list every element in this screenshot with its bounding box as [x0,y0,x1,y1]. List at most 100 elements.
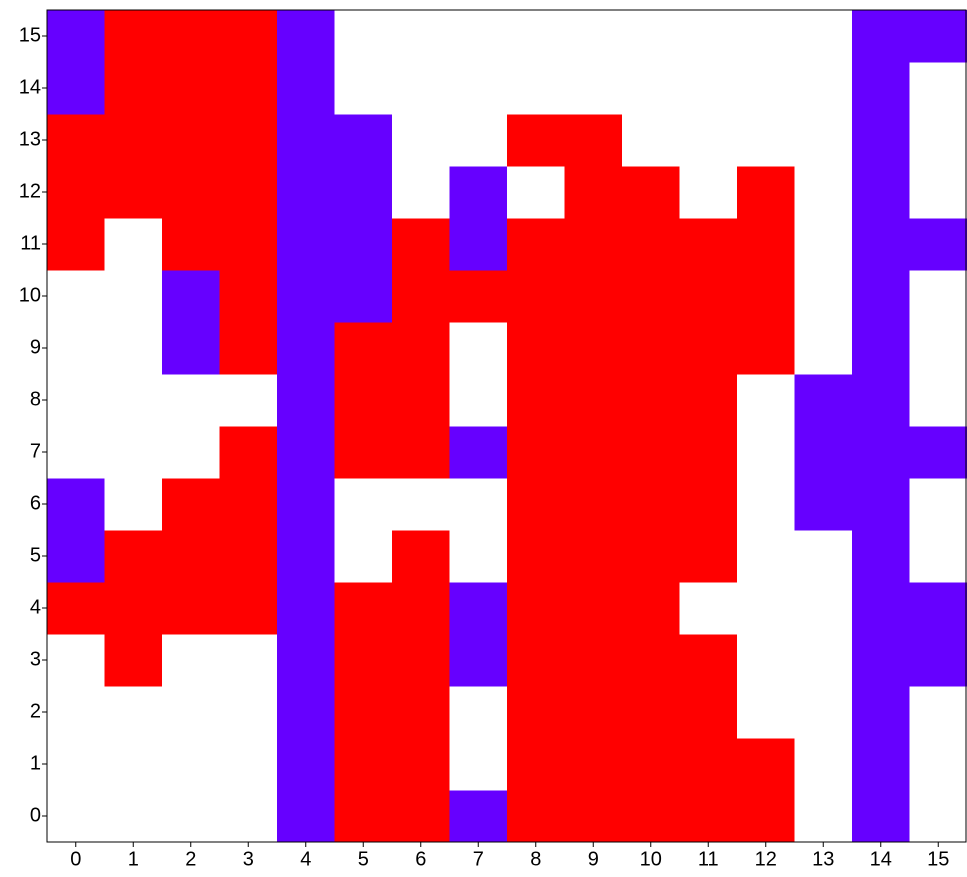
heatmap-cell [910,114,967,167]
heatmap-cell [737,218,795,271]
heatmap-cell [220,62,278,115]
heatmap-cell [852,166,910,219]
heatmap-cell [680,166,738,219]
heatmap-cell [565,634,623,687]
heatmap-cell [737,10,795,63]
heatmap-cell [680,634,738,687]
heatmap-cell [105,62,163,115]
heatmap-cell [47,218,105,271]
heatmap-cell [507,634,565,687]
heatmap-cell [47,686,105,739]
heatmap-cell [162,270,220,323]
heatmap-cell [507,790,565,843]
heatmap-cell [565,530,623,583]
x-tick-label: 4 [300,848,311,870]
heatmap-cell [680,322,738,375]
heatmap-cell [910,166,967,219]
heatmap-cell [220,686,278,739]
heatmap-cell [622,686,680,739]
heatmap-cell [450,62,508,115]
x-tick-label: 3 [243,848,254,870]
heatmap-cell [47,530,105,583]
heatmap-cell [450,426,508,479]
heatmap-cell [220,738,278,791]
heatmap-cell [105,374,163,427]
heatmap-cell [910,374,967,427]
heatmap-cell [910,634,967,687]
heatmap-cell [277,530,335,583]
heatmap-cell [507,62,565,115]
x-tick-label: 13 [812,848,834,870]
heatmap-cell [47,270,105,323]
heatmap-cell [277,478,335,531]
heatmap-cell [392,686,450,739]
heatmap-cell [335,530,393,583]
heatmap-cell [737,322,795,375]
heatmap-cell [47,634,105,687]
heatmap-cell [852,374,910,427]
heatmap-cell [392,582,450,635]
heatmap-cell [277,10,335,63]
heatmap-cell [852,738,910,791]
heatmap-cell [852,114,910,167]
heatmap-cell [220,530,278,583]
heatmap-cell [392,114,450,167]
heatmap-cell [220,582,278,635]
heatmap-cell [795,530,853,583]
heatmap-cell [450,478,508,531]
heatmap-cell [47,114,105,167]
heatmap-cell [737,114,795,167]
heatmap-cell [737,790,795,843]
y-tick-label: 8 [30,388,41,410]
heatmap-cell [910,530,967,583]
heatmap-cell [795,374,853,427]
heatmap-cell [277,270,335,323]
heatmap-cell [622,270,680,323]
heatmap-cell [450,10,508,63]
heatmap-cell [737,62,795,115]
x-tick-label: 15 [927,848,949,870]
heatmap-cell [737,374,795,427]
heatmap-cell [105,218,163,271]
heatmap-cell [335,374,393,427]
heatmap-cell [737,426,795,479]
heatmap-cell [277,582,335,635]
heatmap-cell [392,270,450,323]
y-tick-label: 5 [30,544,41,566]
heatmap-cell [47,322,105,375]
heatmap-cell [622,738,680,791]
heatmap-cell [392,374,450,427]
heatmap-cell [622,582,680,635]
x-tick-label: 1 [128,848,139,870]
heatmap-cell [852,10,910,63]
heatmap-cell [335,478,393,531]
heatmap-cell [680,270,738,323]
y-tick-label: 10 [19,284,41,306]
x-tick-label: 6 [415,848,426,870]
y-tick-label: 15 [19,24,41,46]
heatmap-cell [795,218,853,271]
heatmap-cell [852,634,910,687]
heatmap-cell [622,634,680,687]
heatmap-cell [507,738,565,791]
y-tick-label: 1 [30,752,41,774]
heatmap-cell [277,426,335,479]
heatmap-cell [737,270,795,323]
heatmap-cell [622,322,680,375]
heatmap-cell [47,426,105,479]
x-tick-label: 7 [473,848,484,870]
heatmap-cell [162,322,220,375]
heatmap-cell [47,10,105,63]
heatmap-cell [910,738,967,791]
heatmap-cell [795,634,853,687]
heatmap-cell [565,738,623,791]
heatmap-cell [335,426,393,479]
heatmap-cell [335,62,393,115]
heatmap-cell [277,686,335,739]
heatmap-cell [680,790,738,843]
heatmap-cell [852,790,910,843]
x-tick-label: 10 [640,848,662,870]
heatmap-cell [392,530,450,583]
heatmap-cell [450,738,508,791]
